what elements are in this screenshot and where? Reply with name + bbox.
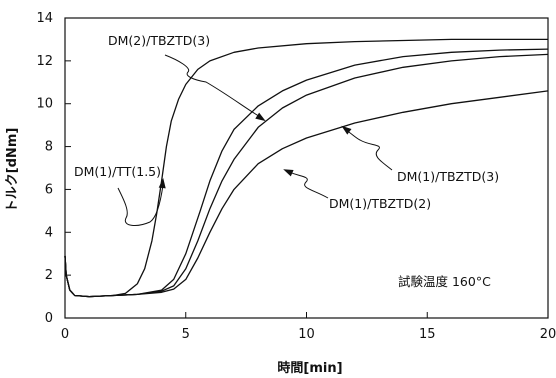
x-axis-label: 時間[min] — [277, 360, 342, 376]
series-line-4 — [64, 90, 549, 298]
leader-arrowhead — [283, 169, 294, 177]
series-labels: DM(1)/TT(1.5) DM(2)/TBZTD(3) DM(1)/TBZTD(3… — [74, 33, 499, 226]
test-temperature-annotation: 試験温度 160°C — [398, 274, 491, 289]
x-tick-label: 20 — [540, 327, 556, 342]
x-axis-ticks: 0 5 10 15 20 — [61, 312, 556, 342]
leader-arrowhead — [341, 125, 352, 135]
leader-line — [345, 129, 393, 171]
x-tick-label: 5 — [182, 327, 190, 342]
series-label: DM(1)/TBZTD(3) — [397, 169, 499, 184]
y-tick-label: 6 — [45, 182, 53, 197]
y-tick-label: 14 — [36, 11, 53, 26]
y-tick-label: 2 — [45, 268, 53, 283]
y-tick-label: 8 — [45, 140, 53, 155]
leader-arrowhead — [158, 178, 166, 189]
y-axis-label: トルク[dNm] — [5, 128, 20, 213]
leader-line — [117, 184, 164, 226]
series-label: DM(1)/TT(1.5) — [74, 164, 161, 179]
y-tick-label: 10 — [36, 97, 53, 112]
y-tick-label: 4 — [45, 225, 53, 240]
leader-arrowhead — [255, 112, 266, 122]
series-lines — [64, 38, 549, 298]
x-tick-label: 10 — [298, 327, 315, 342]
leader-line — [164, 54, 263, 119]
y-tick-label: 12 — [36, 54, 53, 69]
y-tick-label: 0 — [45, 311, 53, 326]
leader-line — [289, 171, 329, 199]
y-axis-ticks: 0 2 4 6 8 10 12 14 — [36, 11, 71, 326]
x-tick-label: 0 — [61, 327, 69, 342]
x-tick-label: 15 — [419, 327, 436, 342]
series-label: DM(1)/TBZTD(2) — [329, 196, 431, 211]
series-label: DM(2)/TBZTD(3) — [108, 33, 210, 48]
